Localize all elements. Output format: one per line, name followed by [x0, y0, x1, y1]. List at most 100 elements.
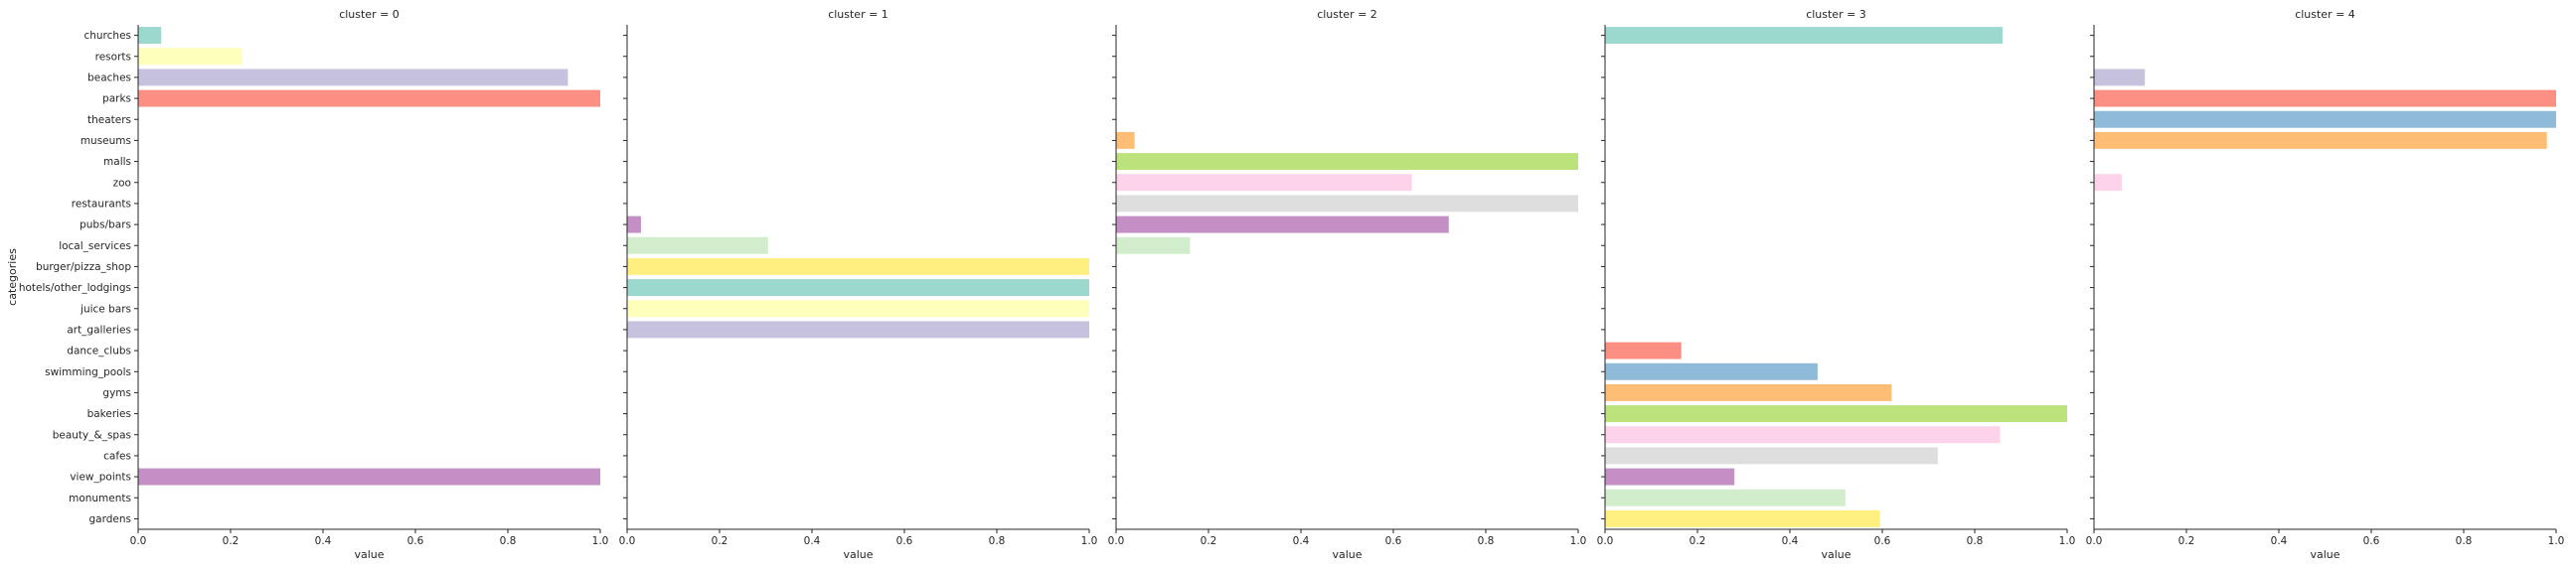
- bar-beaches: [138, 69, 568, 86]
- category-label: parks: [102, 93, 131, 105]
- bar-museums: [1116, 131, 1135, 149]
- facet-panel-1: cluster = 1 0.0 0.2 0.4 0.6 0.8 1.0 value: [619, 8, 1098, 561]
- facet-title: cluster = 4: [2295, 8, 2355, 21]
- x-tick-label: 0.4: [315, 535, 332, 547]
- category-label: theaters: [87, 114, 131, 126]
- x-tick-label: 0.0: [1597, 535, 1614, 547]
- category-label: local_services: [59, 240, 131, 252]
- bar-gardens: [1605, 509, 1880, 527]
- category-label: churches: [83, 30, 131, 42]
- category-label: pubs/bars: [80, 219, 131, 231]
- x-tick-label: 0.8: [989, 535, 1006, 547]
- bar-beaches: [2094, 69, 2146, 86]
- x-tick-label: 0.8: [500, 535, 517, 547]
- x-tick-label: 1.0: [1570, 535, 1587, 547]
- facet-title: cluster = 3: [1806, 8, 1866, 21]
- bar-view-points: [138, 468, 600, 486]
- x-tick-label: 0.6: [1874, 535, 1891, 547]
- x-tick-label: 0.0: [1108, 535, 1125, 547]
- x-axis-title: value: [354, 548, 384, 561]
- category-label: swimming_pools: [45, 366, 131, 378]
- category-label: restaurants: [72, 198, 131, 210]
- bar-art-galleries: [627, 321, 1089, 339]
- bar-parks: [2094, 89, 2556, 107]
- category-label: museums: [80, 135, 131, 147]
- bar-parks: [138, 89, 600, 107]
- category-label: bakeries: [87, 408, 131, 420]
- category-label: resorts: [95, 51, 131, 63]
- x-tick-label: 0.4: [1782, 535, 1799, 547]
- x-tick-label: 0.2: [1201, 535, 1217, 547]
- bar-bakeries: [1605, 405, 2067, 423]
- x-tick-label: 0.2: [712, 535, 728, 547]
- bar-theaters: [2094, 110, 2556, 128]
- x-tick-label: 0.8: [1967, 535, 1984, 547]
- facet-panel-4: cluster = 4 0.0 0.2 0.4 0.6 0.8 1.0 value: [2086, 8, 2565, 561]
- x-tick-label: 0.6: [2363, 535, 2380, 547]
- x-tick-label: 0.6: [896, 535, 913, 547]
- category-label: malls: [103, 156, 131, 168]
- x-axis-title: value: [2310, 548, 2339, 561]
- x-axis-title: value: [1332, 548, 1362, 561]
- x-tick-label: 0.2: [223, 535, 240, 547]
- category-label: hotels/other_lodgings: [19, 282, 131, 294]
- facet-title: cluster = 0: [339, 8, 400, 21]
- category-label: juice bars: [80, 303, 131, 315]
- x-tick-label: 0.6: [1385, 535, 1402, 547]
- x-tick-label: 0.4: [1293, 535, 1310, 547]
- bar-cafes: [1605, 447, 1938, 465]
- bar-zoo: [2094, 174, 2122, 192]
- facet-title: cluster = 1: [828, 8, 888, 21]
- x-tick-label: 1.0: [2059, 535, 2076, 547]
- category-label: beauty_&_spas: [53, 429, 131, 441]
- bar-malls: [1116, 153, 1578, 171]
- x-tick-label: 0.4: [804, 535, 821, 547]
- bar-swimming-pools: [1605, 362, 1818, 380]
- bar-museums: [2094, 131, 2547, 149]
- bar-pubs-bars: [627, 215, 641, 233]
- x-tick-label: 0.0: [130, 535, 147, 547]
- category-label: monuments: [69, 493, 131, 504]
- facet-panel-0: cluster = 0 churches resorts beaches parks th…: [19, 8, 609, 561]
- bar-beauty-spas: [1605, 426, 2001, 444]
- bar-monuments: [1605, 489, 1846, 506]
- bar-pubs-bars: [1116, 215, 1449, 233]
- bar-local-services: [627, 236, 768, 254]
- bar-dance-clubs: [1605, 342, 1682, 359]
- bar-burger-pizza-shop: [627, 257, 1089, 275]
- y-axis-title: categories: [6, 248, 19, 306]
- x-tick-label: 1.0: [1081, 535, 1098, 547]
- x-tick-label: 0.2: [1690, 535, 1706, 547]
- bar-view-points: [1605, 468, 1735, 486]
- x-tick-label: 0.4: [2271, 535, 2288, 547]
- x-tick-label: 0.6: [407, 535, 424, 547]
- category-label: zoo: [113, 177, 131, 189]
- x-axis-title: value: [843, 548, 873, 561]
- category-label: burger/pizza_shop: [36, 261, 131, 273]
- category-label: view_points: [70, 472, 131, 484]
- facet-panel-2: cluster = 2 0.0 0.2 0.4 0.6 0.8 1.0 value: [1108, 8, 1587, 561]
- bar-restaurants: [1116, 195, 1578, 213]
- x-tick-label: 0.8: [2456, 535, 2473, 547]
- bar-churches: [1605, 27, 2003, 45]
- x-tick-label: 1.0: [2548, 535, 2565, 547]
- category-label: beaches: [87, 72, 131, 83]
- bar-local-services: [1116, 236, 1191, 254]
- x-tick-label: 0.0: [2086, 535, 2103, 547]
- category-label: gardens: [89, 513, 131, 525]
- x-axis-title: value: [1821, 548, 1851, 561]
- x-tick-label: 0.2: [2178, 535, 2195, 547]
- facet-title: cluster = 2: [1317, 8, 1377, 21]
- bar-hotels-other-lodgings: [627, 279, 1089, 297]
- facet-panel-3: cluster = 3 0.0 0.2 0.4 0.6 0.8 1.0 value: [1597, 8, 2076, 561]
- category-label: cafes: [103, 450, 131, 462]
- category-label: art_galleries: [67, 324, 131, 336]
- x-tick-label: 0.0: [619, 535, 636, 547]
- category-label: gyms: [102, 387, 131, 399]
- bar-gyms: [1605, 383, 1892, 401]
- bar-zoo: [1116, 174, 1412, 192]
- bar-resorts: [138, 48, 242, 66]
- x-tick-label: 1.0: [592, 535, 609, 547]
- bar-juice-bars: [627, 300, 1089, 318]
